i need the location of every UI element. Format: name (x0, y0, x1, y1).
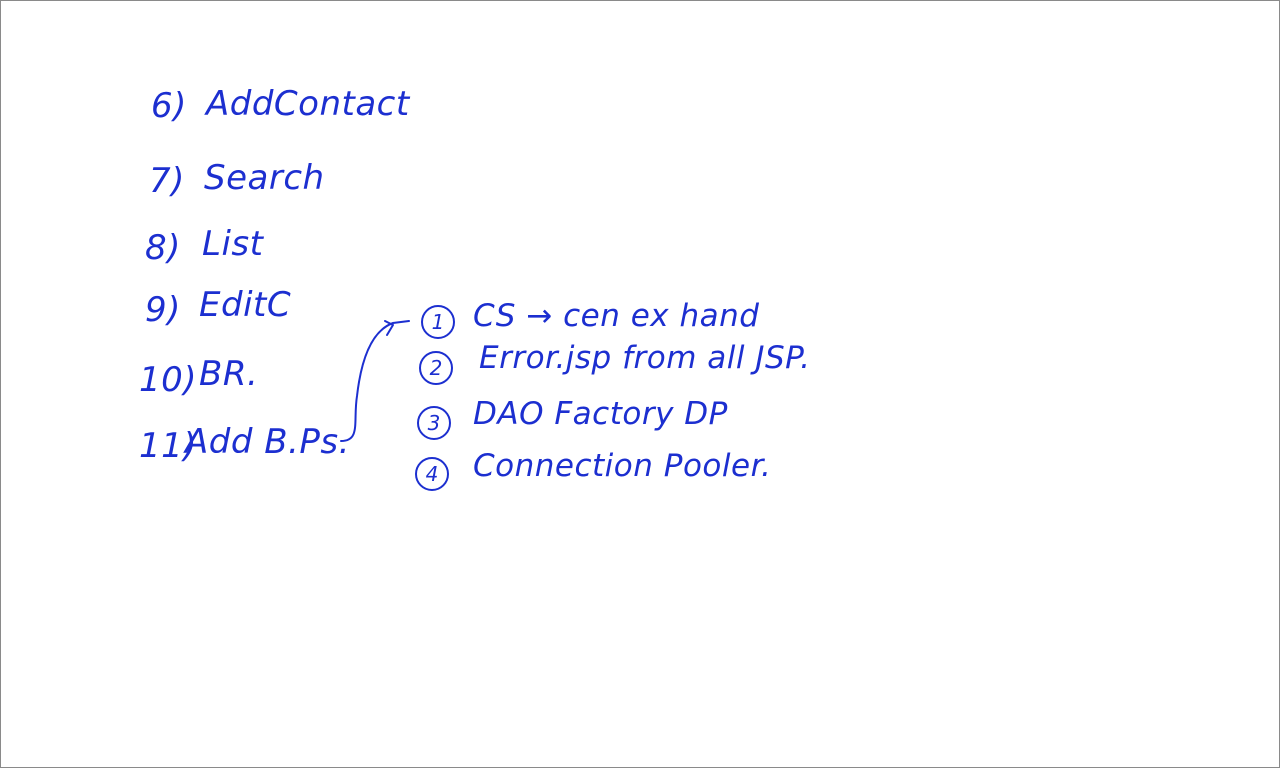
main-list-label: AddContact (206, 84, 410, 124)
main-list-number: 9) (145, 290, 181, 330)
main-list-label: Search (204, 158, 325, 198)
main-list-number: 8) (145, 228, 181, 268)
main-list-number: 7) (149, 161, 185, 201)
sub-list-marker: 3 (417, 406, 451, 440)
main-list-number: 10) (139, 360, 198, 400)
main-list-label: Add B.Ps. (185, 422, 350, 462)
main-list-number: 11) (139, 426, 198, 466)
main-list-number: 6) (151, 86, 187, 126)
main-list-label: BR. (199, 354, 259, 394)
main-list-label: EditC (199, 285, 292, 325)
sub-list-text: DAO Factory DP (473, 396, 728, 432)
main-list-label: List (202, 224, 264, 264)
sub-list-marker: 2 (419, 351, 453, 385)
sub-list-marker: 4 (415, 457, 449, 491)
sub-list-marker: 1 (421, 305, 455, 339)
sub-list-text: Error.jsp from all JSP. (479, 340, 811, 376)
sub-list-text: Connection Pooler. (473, 448, 772, 484)
sub-list-text: CS → cen ex hand (473, 298, 760, 334)
